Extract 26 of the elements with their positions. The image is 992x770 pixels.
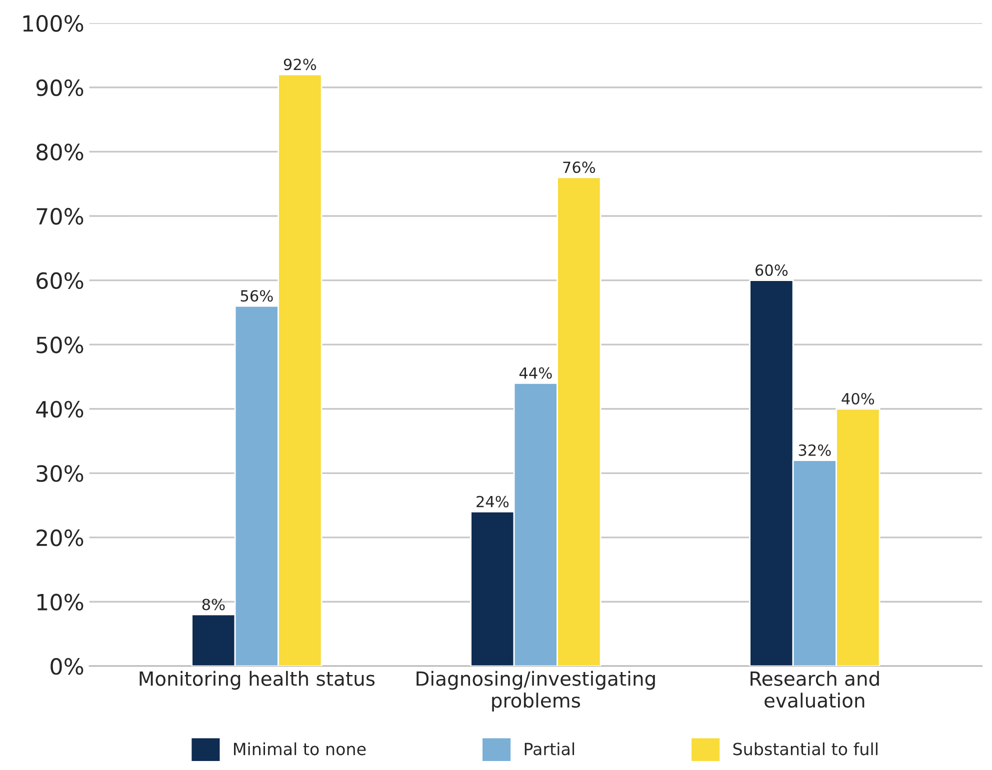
data-label: 24% [476,496,509,508]
legend-label: Partial [524,742,574,756]
y-tick-label: 30% [36,465,84,482]
y-tick-label: 60% [36,272,84,290]
data-label: 76% [563,162,596,174]
y-tick-label: 100% [23,15,84,32]
y-tick-label: 10% [37,594,84,611]
y-tick-label: 70% [36,208,84,225]
data-label: 32% [798,444,831,456]
y-tick-label: 90% [36,79,84,96]
data-label: 60% [756,264,788,276]
y-tick-label: 40% [36,400,84,418]
y-tick-label: 80% [36,144,84,160]
y-tick-label: 50% [36,336,84,354]
y-tick-label: 0% [50,658,84,675]
y-tick-label: 20% [36,529,84,546]
legend-label: Substantial to full [733,742,878,756]
data-label: 40% [842,392,874,405]
data-label: 44% [519,367,552,379]
x-tick-label: Monitoring health status [140,670,375,690]
x-tick-label: Diagnosing/investigating problems [416,670,655,712]
legend-label: Minimal to none [234,742,366,756]
data-label: 8% [202,598,225,610]
x-tick-label: Research and evaluation [750,670,879,708]
data-label: 56% [240,290,273,302]
data-label: 92% [284,58,316,70]
